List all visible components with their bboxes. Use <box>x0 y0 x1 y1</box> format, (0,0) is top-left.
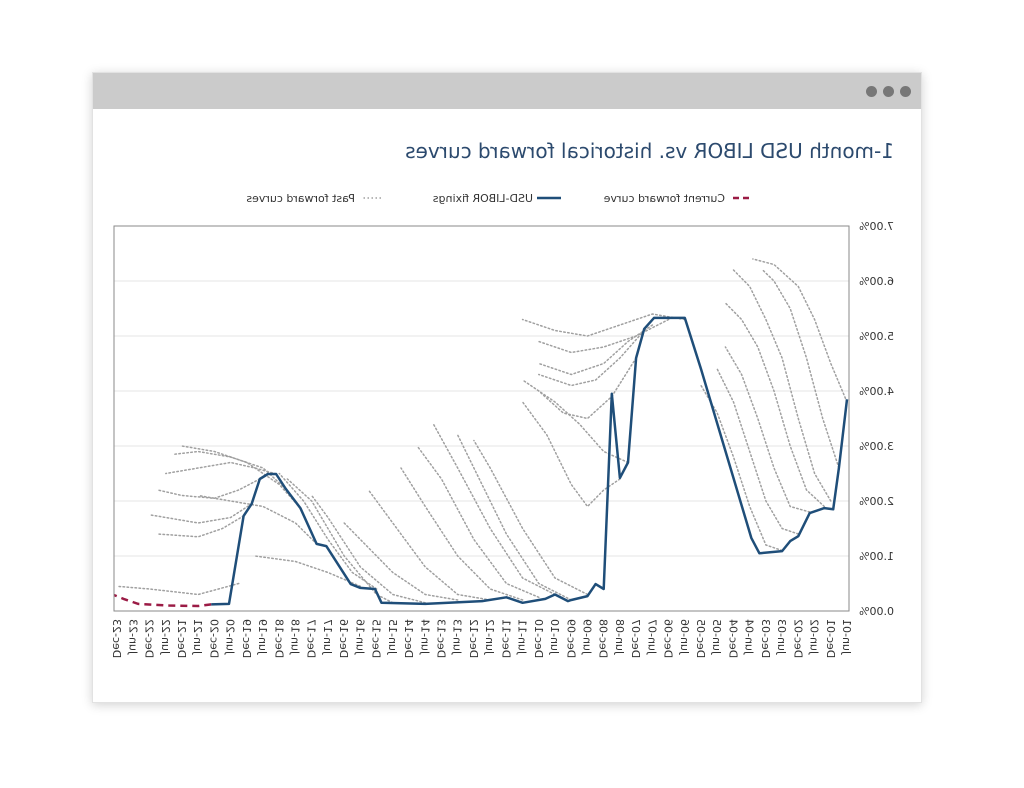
x-tick-label: Dec-12 <box>467 619 480 658</box>
past-forward-curve <box>538 357 637 420</box>
x-tick-label: Jun-19 <box>256 619 269 655</box>
past-forward-curve <box>197 494 318 545</box>
x-tick-label: Jun-20 <box>224 619 237 655</box>
y-tick-label: 5.00% <box>859 330 894 343</box>
libor-fixings-line <box>211 316 849 606</box>
past-forward-curve <box>724 302 826 508</box>
x-tick-label: Dec-23 <box>110 619 123 658</box>
x-tick-label: Jun-11 <box>516 619 529 655</box>
past-forward-curve <box>254 555 362 588</box>
past-forward-curve <box>286 478 394 604</box>
past-forward-curve <box>538 318 670 354</box>
past-forward-curve <box>473 439 589 596</box>
x-tick-label: Dec-07 <box>629 619 642 658</box>
y-tick-label: 2.00% <box>859 495 894 508</box>
x-tick-label: Dec-19 <box>240 619 253 658</box>
past-forward-curve <box>752 258 848 403</box>
chart-title: 1-month USD LIBOR vs. historical forward… <box>405 139 894 163</box>
x-tick-label: Dec-01 <box>824 619 837 658</box>
x-tick-label: Jun-04 <box>743 619 756 655</box>
x-tick-label: Dec-08 <box>597 619 610 658</box>
x-tick-label: Jun-12 <box>483 619 496 655</box>
y-tick-label: 3.00% <box>859 440 894 453</box>
past-forward-curve <box>538 329 645 387</box>
x-tick-label: Jun-23 <box>126 619 139 655</box>
past-forward-curve <box>156 515 245 538</box>
past-forward-curve <box>456 434 573 601</box>
libor-chart: 1-month USD LIBOR vs. historical forward… <box>110 139 894 658</box>
past-forward-curve <box>521 313 686 337</box>
x-tick-label: Dec-20 <box>207 619 220 658</box>
legend-current-label: Current forward curve <box>603 192 725 205</box>
legend-libor-label: USD-LIBOR fixings <box>433 192 533 205</box>
y-tick-label: 1.00% <box>859 550 894 563</box>
x-tick-label: Dec-05 <box>694 619 707 658</box>
x-tick-label: Jun-02 <box>808 619 821 655</box>
x-tick-label: Dec-02 <box>791 619 804 658</box>
x-tick-label: Dec-22 <box>143 619 156 658</box>
x-tick-label: Jun-01 <box>840 619 853 655</box>
x-tick-label: Jun-10 <box>548 619 561 655</box>
x-tick-label: Jun-03 <box>775 619 788 655</box>
past-forward-curve <box>148 503 253 524</box>
past-forward-curve <box>538 324 654 376</box>
x-tick-label: Jun-22 <box>159 619 172 655</box>
past-forward-curve <box>156 478 261 500</box>
past-forward-curve <box>521 379 629 464</box>
y-tick-label: 0.00% <box>859 605 894 618</box>
past-forward-curve <box>416 445 540 599</box>
browser-window: 1-month USD LIBOR vs. historical forward… <box>92 72 922 703</box>
x-tick-label: Dec-21 <box>175 619 188 658</box>
past-forward-curve <box>310 494 427 604</box>
x-tick-label: Dec-17 <box>305 619 318 658</box>
plot-frame <box>113 225 850 612</box>
x-tick-label: Dec-13 <box>435 619 448 658</box>
x-tick-label: Dec-15 <box>370 619 383 658</box>
past-forward-curve <box>173 450 287 490</box>
past-forward-curve <box>724 346 811 513</box>
x-tick-label: Jun-14 <box>418 619 431 655</box>
past-forward-curve <box>432 423 556 596</box>
past-forward-curve <box>165 461 277 475</box>
x-tick-label: Dec-06 <box>662 619 675 658</box>
past-forward-curve <box>181 445 302 509</box>
x-tick-label: Jun-13 <box>451 619 464 655</box>
past-forward-curve <box>521 401 621 508</box>
y-tick-label: 6.00% <box>859 275 894 288</box>
past-forward-curve <box>400 467 524 601</box>
past-forward-curve <box>761 269 840 469</box>
x-tick-label: Jun-09 <box>580 619 593 655</box>
legend-past-label: Past forward curves <box>246 192 355 205</box>
x-tick-label: Jun-05 <box>710 619 723 655</box>
past-forward-curve <box>343 522 459 601</box>
past-forward-curve <box>367 489 491 601</box>
x-tick-label: Dec-09 <box>564 619 577 658</box>
x-tick-label: Jun-18 <box>289 619 302 655</box>
x-tick-label: Jun-07 <box>645 619 658 655</box>
y-tick-label: 7.00% <box>859 220 894 233</box>
x-tick-label: Dec-10 <box>532 619 545 658</box>
x-tick-label: Dec-04 <box>726 619 739 658</box>
past-forward-curve <box>278 472 378 590</box>
past-forward-curve <box>116 582 240 596</box>
past-forward-curve <box>716 368 800 535</box>
legend: Current forward curve USD-LIBOR fixings … <box>246 192 749 205</box>
x-tick-label: Jun-17 <box>321 619 334 655</box>
x-tick-label: Dec-14 <box>402 619 415 658</box>
past-forward-curve <box>732 269 832 502</box>
past-forward-curve <box>700 384 783 552</box>
x-tick-label: Dec-11 <box>499 619 512 658</box>
x-tick-label: Dec-03 <box>759 619 772 658</box>
x-tick-label: Jun-21 <box>191 619 204 655</box>
x-tick-label: Jun-15 <box>386 619 399 655</box>
x-tick-label: Dec-18 <box>272 619 285 658</box>
y-tick-label: 4.00% <box>859 385 894 398</box>
x-tick-label: Jun-16 <box>353 619 366 655</box>
current-forward-curve <box>113 593 212 608</box>
x-tick-label: Dec-16 <box>337 619 350 658</box>
x-tick-label: Jun-08 <box>613 619 626 655</box>
x-tick-label: Jun-06 <box>678 619 691 655</box>
